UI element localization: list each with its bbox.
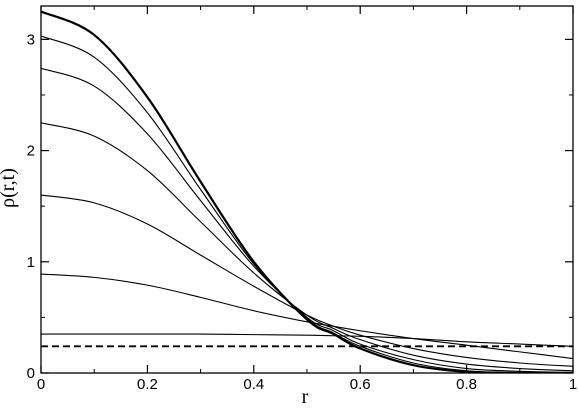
series-line-6 <box>41 35 573 373</box>
x-tick-label: 0.8 <box>456 376 477 393</box>
series-line-2 <box>41 273 573 360</box>
x-tick-label: 0.6 <box>350 376 371 393</box>
series-line-4 <box>41 122 573 372</box>
axes-layer: 0 0.2 0.4 0.6 0.8 1 0 1 2 3 <box>27 5 577 393</box>
y-tick-label: 1 <box>27 254 35 271</box>
y-axis-label: ρ(r,t) <box>0 168 19 208</box>
series-line-7 <box>41 10 573 373</box>
series-line-1 <box>41 333 573 347</box>
y-tick-label: 2 <box>27 143 35 160</box>
x-tick-label: 0.2 <box>137 376 158 393</box>
x-axis-label: r <box>302 386 309 408</box>
x-tick-label: 1 <box>569 376 577 393</box>
x-tick-label: 0.4 <box>243 376 264 393</box>
y-tick-label: 0 <box>27 365 35 382</box>
y-tick-label: 3 <box>27 31 35 48</box>
series-line-3 <box>41 194 573 367</box>
series-layer <box>41 10 573 373</box>
x-tick-label: 0 <box>37 376 45 393</box>
series-line-5 <box>41 67 573 373</box>
